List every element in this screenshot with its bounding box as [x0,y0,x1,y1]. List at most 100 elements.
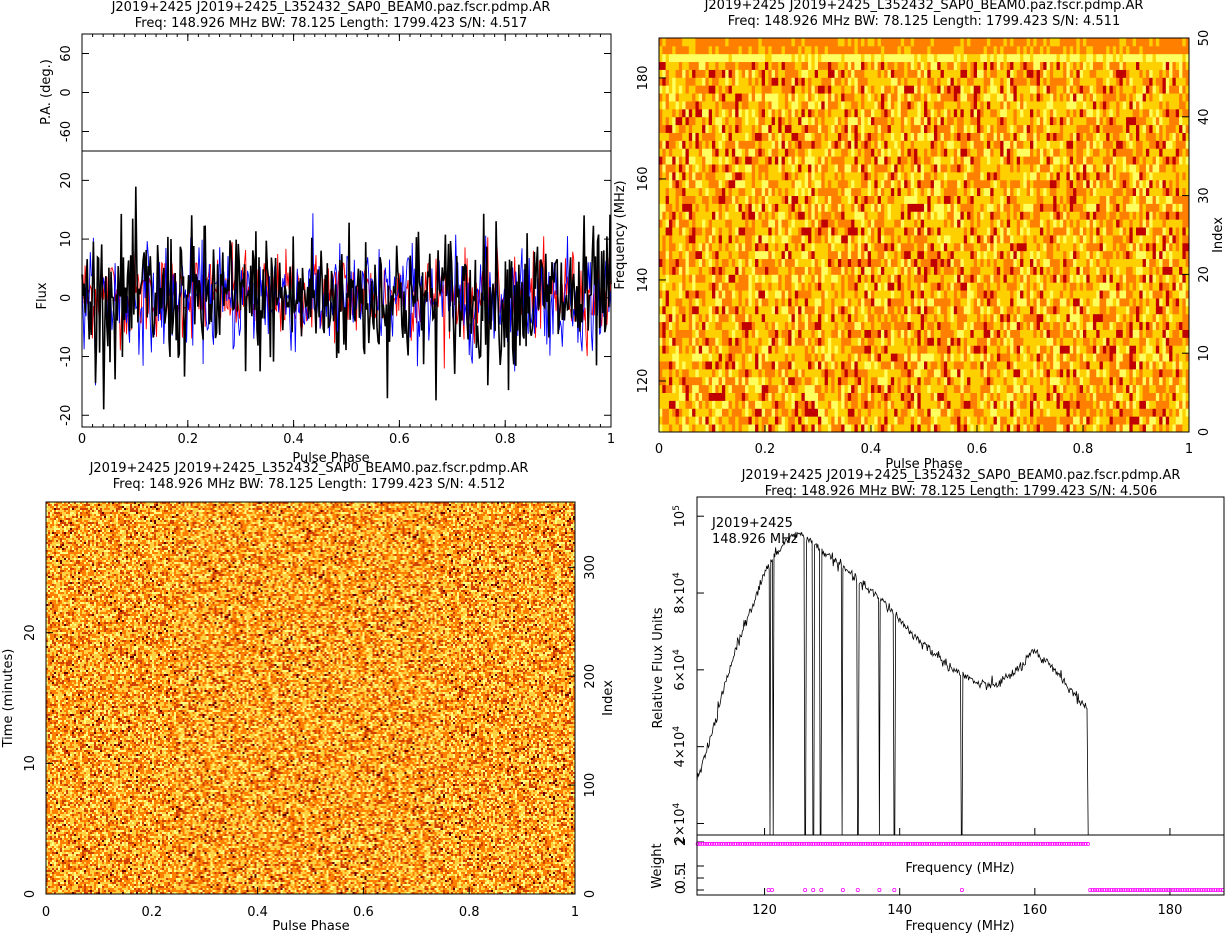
freq-phase-cell [695,368,700,378]
freq-phase-cell [728,313,733,323]
freq-phase-cell [1102,384,1107,393]
freq-phase-cell [1049,211,1054,220]
freq-phase-cell [1056,368,1061,378]
freq-phase-cell [1016,416,1021,425]
freq-phase-cell [937,227,941,236]
freq-phase-cell [967,321,971,330]
freq-phase-cell [947,266,951,275]
freq-phase-cell [1003,368,1008,378]
freq-phase-cell [887,266,892,275]
freq-phase-cell [1116,298,1120,307]
freq-phase-cell [1039,227,1044,236]
freq-phase-cell [1149,424,1153,433]
freq-phase-cell [688,408,693,417]
freq-phase-cell [675,258,680,267]
freq-phase-cell [930,227,935,236]
freq-phase-cell [960,195,965,204]
freq-phase-cell [1046,313,1051,323]
freq-phase-cell [731,376,736,386]
freq-phase-cell [1175,329,1180,338]
freq-phase-cell [768,250,773,260]
freq-phase-cell [1046,282,1051,291]
freq-phase-cell [910,227,915,236]
pa-axis-ticks: 600-60 [59,45,611,142]
freq-phase-cell [844,345,849,354]
freq-phase-cell [827,298,832,307]
freq-phase-cell [735,242,739,252]
freq-phase-cell [924,353,928,362]
freq-phase-cell [851,242,855,252]
freq-phase-cell [702,258,706,267]
freq-phase-cell [1092,242,1097,252]
freq-phase-cell [877,424,882,433]
freq-phase-cell [718,211,723,220]
freq-phase-cell [1145,353,1150,362]
freq-phase-cell [871,235,875,244]
freq-phase-cell [877,219,882,228]
freq-phase-cell [1112,321,1117,330]
freq-phase-cell [808,376,812,386]
freq-phase-cell [933,266,938,275]
freq-phase-cell [715,258,720,267]
pa-tick-label: 0 [59,88,74,96]
freq-phase-cell [1000,416,1004,425]
freq-phase-cell [993,274,998,283]
freq-phase-cell [947,195,951,204]
freq-phase-cell [871,274,875,283]
freq-phase-cell [986,290,991,299]
freq-phase-cell [861,305,865,315]
freq-phase-cell [937,337,941,346]
freq-phase-cell [1036,408,1041,417]
freq-phase-cell [1096,195,1100,204]
freq-phase-cell [1119,195,1124,204]
freq-phase-cell [834,408,839,417]
freq-phase-cell [712,313,716,323]
freq-phase-cell [967,290,971,299]
freq-phase-cell [698,408,703,417]
freq-phase-cell [910,203,915,212]
freq-phase-cell [672,305,676,315]
freq-phase-cell [930,211,935,220]
freq-phase-cell [794,250,799,260]
freq-phase-cell [748,353,753,362]
freq-phase-cell [1010,298,1014,307]
freq-phase-cell [1175,376,1180,386]
freq-phase-cell [854,266,859,275]
freq-phase-cell [771,282,776,291]
freq-phase-cell [940,345,945,354]
freq-phase-cell [950,392,955,401]
freq-phase-cell [688,219,693,228]
freq-phase-cell [963,282,968,291]
freq-phase-cell [1063,384,1067,393]
freq-phase-cell [1096,408,1100,417]
freq-phase-cell [745,384,749,393]
freq-phase-cell [745,227,749,236]
freq-phase-cell [1126,305,1130,315]
freq-phase-cell [1063,203,1067,212]
freq-phase-cell [910,274,915,283]
freq-phase-cell [821,353,826,362]
freq-phase-cell [943,211,948,220]
freq-phase-cell [844,250,849,260]
freq-phase-cell [728,235,733,244]
freq-phase-cell [698,250,703,260]
freq-phase-cell [1059,203,1064,212]
freq-phase-cell [827,416,832,425]
freq-phase-cell [927,408,932,417]
freq-phase-cell [930,282,935,291]
freq-phase-cell [1126,313,1130,323]
freq-phase-cell [957,203,961,212]
freq-phase-cell [708,408,713,417]
freq-phase-cell [1056,313,1061,323]
freq-phase-cell [712,187,716,196]
freq-phase-cell [1126,235,1130,244]
freq-phase-cell [788,337,792,346]
freq-phase-cell [983,361,988,370]
freq-phase-cell [1049,227,1054,236]
freq-phase-cell [698,282,703,291]
freq-phase-cell [877,361,882,370]
freq-phase-cell [874,211,879,220]
freq-phase-cell [1132,290,1137,299]
freq-phase-cell [947,235,951,244]
freq-phase-cell [768,384,773,393]
